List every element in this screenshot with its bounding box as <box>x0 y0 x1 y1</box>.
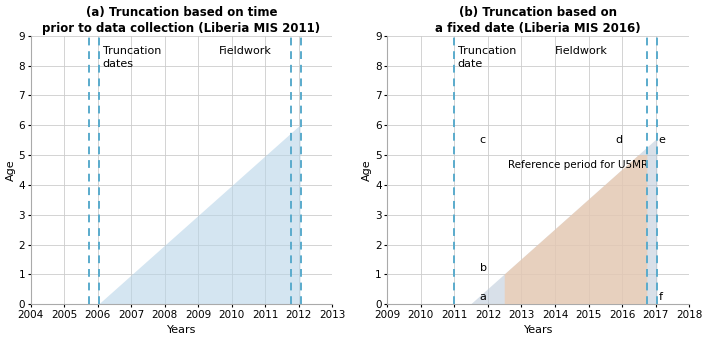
Title: (a) Truncation based on time
prior to data collection (Liberia MIS 2011): (a) Truncation based on time prior to da… <box>42 5 321 34</box>
Text: e: e <box>658 135 666 145</box>
Text: f: f <box>658 292 663 302</box>
Y-axis label: Age: Age <box>362 159 372 181</box>
Text: Fieldwork: Fieldwork <box>555 46 608 56</box>
Text: Truncation
dates: Truncation dates <box>103 46 161 69</box>
Title: (b) Truncation based on
a fixed date (Liberia MIS 2016): (b) Truncation based on a fixed date (Li… <box>435 5 641 34</box>
Text: Reference period for U5MR: Reference period for U5MR <box>508 160 649 169</box>
Text: Fieldwork: Fieldwork <box>218 46 271 56</box>
Text: a: a <box>479 292 486 302</box>
Y-axis label: Age: Age <box>6 159 16 181</box>
Text: Truncation
date: Truncation date <box>458 46 516 69</box>
Text: d: d <box>615 135 622 145</box>
X-axis label: Years: Years <box>167 325 196 336</box>
Polygon shape <box>471 139 658 304</box>
X-axis label: Years: Years <box>524 325 553 336</box>
Polygon shape <box>505 155 647 304</box>
Text: b: b <box>479 263 486 273</box>
Text: c: c <box>479 135 486 145</box>
Polygon shape <box>99 125 301 304</box>
